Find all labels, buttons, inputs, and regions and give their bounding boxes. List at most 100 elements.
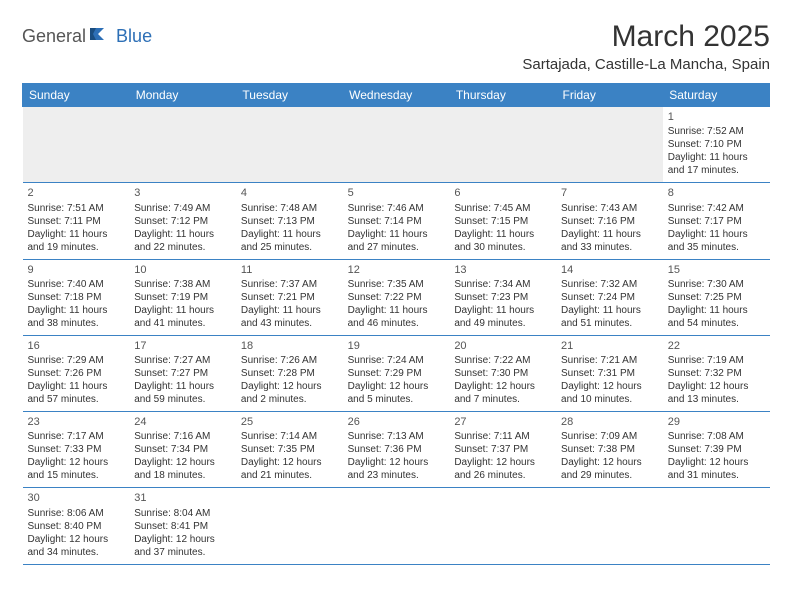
cell-sunset: Sunset: 7:23 PM [454, 291, 551, 304]
cell-sunset: Sunset: 7:25 PM [668, 291, 765, 304]
cell-sunset: Sunset: 7:36 PM [348, 443, 445, 456]
day-number: 15 [668, 263, 765, 277]
cell-sunrise: Sunrise: 7:30 AM [668, 278, 765, 291]
day-number: 14 [561, 263, 658, 277]
cell-daylight2: and 49 minutes. [454, 317, 551, 330]
calendar-cell-blank [556, 488, 663, 564]
day-number: 17 [134, 339, 231, 353]
calendar-cell: 25Sunrise: 7:14 AMSunset: 7:35 PMDayligh… [236, 412, 343, 488]
calendar-week-row: 1Sunrise: 7:52 AMSunset: 7:10 PMDaylight… [23, 107, 770, 183]
logo-text-general: General [22, 26, 86, 47]
calendar-cell: 11Sunrise: 7:37 AMSunset: 7:21 PMDayligh… [236, 259, 343, 335]
calendar-cell-blank [449, 488, 556, 564]
logo-text-blue: Blue [116, 26, 152, 47]
cell-daylight1: Daylight: 11 hours [668, 228, 765, 241]
cell-daylight2: and 46 minutes. [348, 317, 445, 330]
calendar-cell: 26Sunrise: 7:13 AMSunset: 7:36 PMDayligh… [343, 412, 450, 488]
cell-daylight2: and 15 minutes. [28, 469, 125, 482]
calendar-cell: 16Sunrise: 7:29 AMSunset: 7:26 PMDayligh… [23, 335, 130, 411]
day-number: 23 [28, 415, 125, 429]
cell-daylight1: Daylight: 12 hours [241, 380, 338, 393]
cell-sunrise: Sunrise: 7:37 AM [241, 278, 338, 291]
cell-daylight2: and 59 minutes. [134, 393, 231, 406]
cell-daylight2: and 17 minutes. [668, 164, 765, 177]
calendar-cell: 4Sunrise: 7:48 AMSunset: 7:13 PMDaylight… [236, 183, 343, 259]
day-number: 10 [134, 263, 231, 277]
cell-sunset: Sunset: 7:12 PM [134, 215, 231, 228]
day-number: 21 [561, 339, 658, 353]
cell-sunrise: Sunrise: 7:35 AM [348, 278, 445, 291]
cell-daylight1: Daylight: 12 hours [348, 380, 445, 393]
cell-daylight1: Daylight: 11 hours [134, 304, 231, 317]
cell-daylight1: Daylight: 11 hours [28, 228, 125, 241]
calendar-cell: 12Sunrise: 7:35 AMSunset: 7:22 PMDayligh… [343, 259, 450, 335]
calendar-cell: 18Sunrise: 7:26 AMSunset: 7:28 PMDayligh… [236, 335, 343, 411]
cell-daylight1: Daylight: 12 hours [28, 456, 125, 469]
cell-daylight1: Daylight: 12 hours [348, 456, 445, 469]
calendar-cell: 1Sunrise: 7:52 AMSunset: 7:10 PMDaylight… [663, 107, 770, 183]
cell-sunrise: Sunrise: 8:06 AM [28, 507, 125, 520]
cell-daylight2: and 35 minutes. [668, 241, 765, 254]
day-number: 12 [348, 263, 445, 277]
cell-daylight1: Daylight: 11 hours [348, 304, 445, 317]
header: General Blue March 2025 Sartajada, Casti… [22, 20, 770, 73]
calendar-cell: 15Sunrise: 7:30 AMSunset: 7:25 PMDayligh… [663, 259, 770, 335]
day-number: 29 [668, 415, 765, 429]
cell-sunrise: Sunrise: 7:14 AM [241, 430, 338, 443]
calendar-cell: 31Sunrise: 8:04 AMSunset: 8:41 PMDayligh… [129, 488, 236, 564]
cell-daylight2: and 51 minutes. [561, 317, 658, 330]
cell-daylight1: Daylight: 11 hours [668, 304, 765, 317]
calendar-cell-blank [236, 488, 343, 564]
title-block: March 2025 Sartajada, Castille-La Mancha… [522, 20, 770, 73]
day-number: 2 [28, 186, 125, 200]
cell-daylight2: and 5 minutes. [348, 393, 445, 406]
cell-sunset: Sunset: 7:14 PM [348, 215, 445, 228]
weekday-header: Sunday [23, 83, 130, 107]
calendar-week-row: 30Sunrise: 8:06 AMSunset: 8:40 PMDayligh… [23, 488, 770, 564]
calendar-cell: 2Sunrise: 7:51 AMSunset: 7:11 PMDaylight… [23, 183, 130, 259]
calendar-cell: 19Sunrise: 7:24 AMSunset: 7:29 PMDayligh… [343, 335, 450, 411]
cell-sunset: Sunset: 7:31 PM [561, 367, 658, 380]
weekday-header: Friday [556, 83, 663, 107]
cell-sunrise: Sunrise: 7:22 AM [454, 354, 551, 367]
cell-daylight1: Daylight: 11 hours [454, 228, 551, 241]
cell-daylight2: and 19 minutes. [28, 241, 125, 254]
cell-sunset: Sunset: 8:40 PM [28, 520, 125, 533]
cell-daylight1: Daylight: 12 hours [668, 456, 765, 469]
calendar-cell: 5Sunrise: 7:46 AMSunset: 7:14 PMDaylight… [343, 183, 450, 259]
cell-sunrise: Sunrise: 7:16 AM [134, 430, 231, 443]
cell-sunrise: Sunrise: 7:34 AM [454, 278, 551, 291]
cell-sunset: Sunset: 7:17 PM [668, 215, 765, 228]
weekday-header: Saturday [663, 83, 770, 107]
cell-sunrise: Sunrise: 7:26 AM [241, 354, 338, 367]
cell-daylight1: Daylight: 12 hours [668, 380, 765, 393]
cell-sunset: Sunset: 8:41 PM [134, 520, 231, 533]
cell-sunset: Sunset: 7:33 PM [28, 443, 125, 456]
calendar-cell-blank [23, 107, 130, 183]
calendar-cell-blank [129, 107, 236, 183]
calendar-cell: 24Sunrise: 7:16 AMSunset: 7:34 PMDayligh… [129, 412, 236, 488]
day-number: 22 [668, 339, 765, 353]
cell-daylight2: and 18 minutes. [134, 469, 231, 482]
cell-sunrise: Sunrise: 7:13 AM [348, 430, 445, 443]
cell-sunset: Sunset: 7:34 PM [134, 443, 231, 456]
cell-daylight2: and 2 minutes. [241, 393, 338, 406]
cell-daylight2: and 43 minutes. [241, 317, 338, 330]
cell-sunrise: Sunrise: 7:45 AM [454, 202, 551, 215]
cell-daylight2: and 27 minutes. [348, 241, 445, 254]
day-number: 7 [561, 186, 658, 200]
cell-sunrise: Sunrise: 7:21 AM [561, 354, 658, 367]
day-number: 4 [241, 186, 338, 200]
cell-sunrise: Sunrise: 7:32 AM [561, 278, 658, 291]
cell-sunset: Sunset: 7:11 PM [28, 215, 125, 228]
weekday-header-row: SundayMondayTuesdayWednesdayThursdayFrid… [23, 83, 770, 107]
cell-sunrise: Sunrise: 7:17 AM [28, 430, 125, 443]
cell-daylight2: and 7 minutes. [454, 393, 551, 406]
cell-sunset: Sunset: 7:15 PM [454, 215, 551, 228]
calendar-cell-blank [343, 107, 450, 183]
cell-sunset: Sunset: 7:10 PM [668, 138, 765, 151]
cell-daylight1: Daylight: 11 hours [241, 228, 338, 241]
cell-daylight1: Daylight: 11 hours [668, 151, 765, 164]
day-number: 24 [134, 415, 231, 429]
calendar-cell-blank [343, 488, 450, 564]
